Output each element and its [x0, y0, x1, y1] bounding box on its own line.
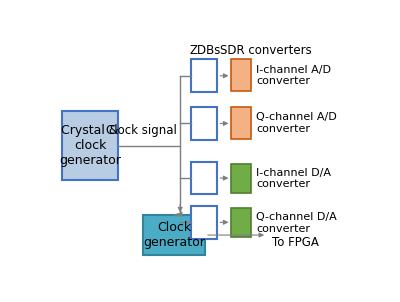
Bar: [143, 215, 205, 255]
Text: I-channel D/A
converter: I-channel D/A converter: [256, 168, 331, 189]
Bar: [62, 111, 118, 180]
Text: Crystal &
clock
generator: Crystal & clock generator: [59, 124, 121, 167]
Text: Clock
generator: Clock generator: [143, 221, 205, 249]
Bar: [231, 164, 252, 193]
Text: Clock signal: Clock signal: [106, 124, 177, 137]
Bar: [191, 107, 218, 140]
Bar: [231, 208, 252, 237]
Text: ZDBs: ZDBs: [189, 44, 221, 57]
Text: I-channel A/D
converter: I-channel A/D converter: [256, 65, 331, 86]
Bar: [191, 59, 218, 92]
Bar: [191, 162, 218, 194]
Bar: [191, 206, 218, 239]
Text: To FPGA: To FPGA: [272, 236, 318, 249]
Bar: [231, 107, 252, 139]
Bar: [231, 59, 252, 91]
Text: Q-channel A/D
converter: Q-channel A/D converter: [256, 112, 337, 133]
Text: Q-channel D/A
converter: Q-channel D/A converter: [256, 212, 337, 233]
Text: SDR converters: SDR converters: [220, 44, 311, 57]
